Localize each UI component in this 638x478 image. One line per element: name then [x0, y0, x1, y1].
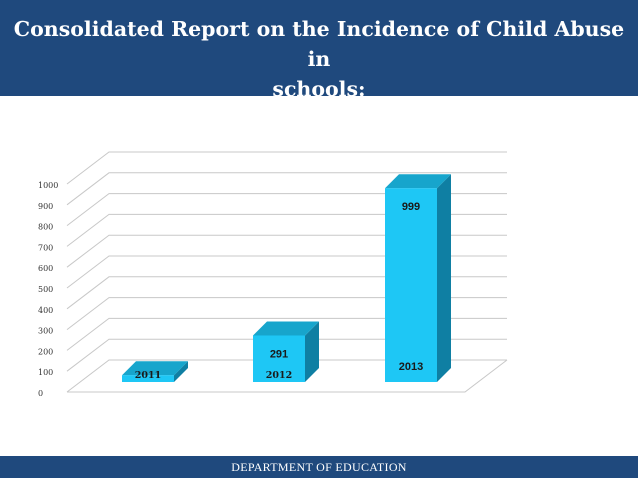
- category-label: 2011: [135, 370, 161, 381]
- data-label: 291: [270, 348, 288, 360]
- bar-top: [253, 321, 319, 336]
- bar-2011: 2011: [122, 361, 188, 382]
- bar-top: [385, 174, 451, 189]
- gridline: [66, 213, 507, 247]
- data-label: 999: [402, 201, 420, 213]
- bar-side: [305, 321, 319, 382]
- footer-text: DEPARTMENT OF EDUCATION: [231, 460, 407, 474]
- category-label: 2012: [266, 370, 292, 381]
- y-tick-label: 900: [38, 202, 53, 211]
- gridline: [66, 172, 507, 206]
- y-tick-label: 700: [38, 243, 53, 252]
- gridline: [66, 276, 507, 310]
- y-tick-label: 100: [38, 368, 53, 377]
- floor-edge: [67, 359, 508, 393]
- gridline: [66, 317, 507, 351]
- gridline: [66, 297, 507, 330]
- gridline: [66, 193, 507, 226]
- slide-title-line-1: Consolidated Report on the Incidence of …: [13, 17, 625, 71]
- gridline: [66, 255, 507, 289]
- chart-area: 0 100 200 300 400 500 600 700 800 900 1000 2011 201…: [0, 96, 638, 456]
- y-tick-label: 600: [38, 264, 53, 273]
- bar-front: [253, 335, 305, 382]
- slide-title: Consolidated Report on the Incidence of …: [0, 14, 638, 104]
- gridline: [66, 234, 507, 268]
- y-tick-label: 500: [38, 285, 53, 294]
- y-tick-label: 300: [38, 327, 53, 336]
- bar-side: [174, 361, 188, 382]
- footer-bar: DEPARTMENT OF EDUCATION: [0, 456, 638, 478]
- bar-front: [122, 375, 174, 382]
- gridlines: [66, 151, 508, 393]
- bars: 2011 2012 291 2013 999: [122, 174, 451, 382]
- bar-2012: 2012 291: [253, 321, 319, 382]
- y-tick-label: 800: [38, 223, 53, 232]
- bar-side: [437, 174, 451, 382]
- bar-2013: 2013 999: [385, 174, 451, 382]
- gridline: [66, 359, 507, 393]
- y-tick-label: 200: [38, 347, 53, 356]
- bar-front: [385, 188, 437, 382]
- slide-title-line-2: schools:: [272, 77, 366, 101]
- y-tick-label: 1000: [38, 181, 58, 190]
- y-tick-label: 400: [38, 306, 53, 315]
- gridline: [66, 338, 507, 372]
- title-banner: Consolidated Report on the Incidence of …: [0, 0, 638, 101]
- y-tick-label: 0: [38, 389, 43, 398]
- gridline: [66, 151, 507, 185]
- y-axis-ticks: 0 100 200 300 400 500 600 700 800 900 1000: [38, 181, 58, 398]
- bar-top: [122, 361, 188, 376]
- category-label: 2013: [399, 361, 423, 373]
